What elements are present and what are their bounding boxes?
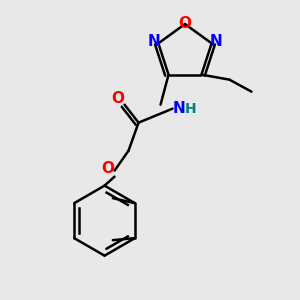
Text: N: N — [209, 34, 222, 49]
Text: O: O — [111, 91, 124, 106]
Text: H: H — [185, 102, 197, 116]
Text: N: N — [172, 101, 185, 116]
Text: O: O — [178, 16, 191, 32]
Text: N: N — [148, 34, 161, 49]
Text: O: O — [101, 161, 114, 176]
